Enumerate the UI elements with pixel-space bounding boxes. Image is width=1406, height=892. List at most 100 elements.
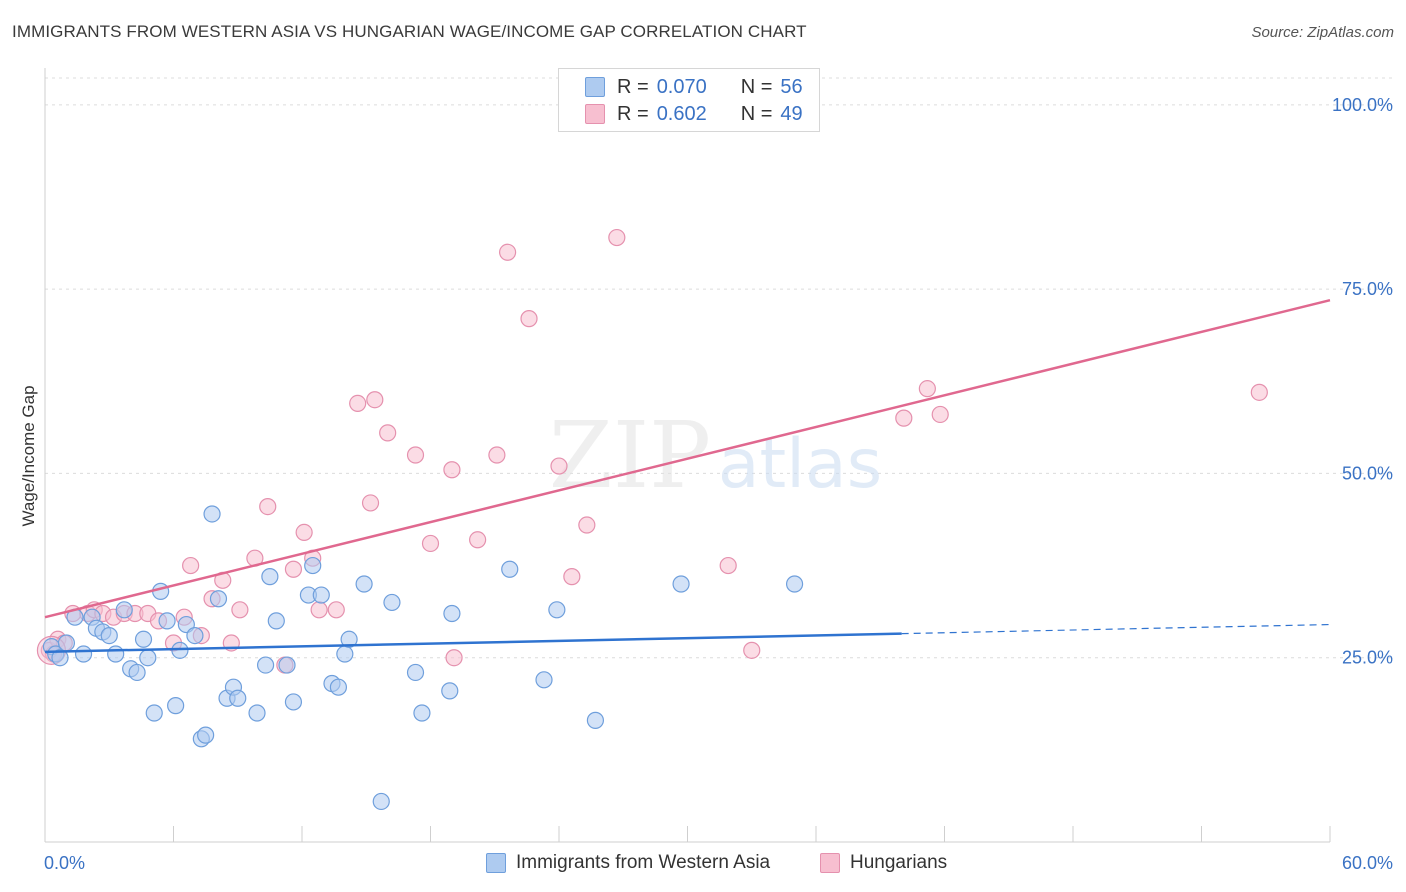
x-tick-label: 0.0% — [44, 853, 85, 873]
western-asia-point — [152, 582, 170, 600]
western-asia-trend-line — [44, 632, 902, 654]
hungarians-point — [550, 457, 568, 475]
western-asia-point — [267, 612, 285, 630]
western-asia-point — [383, 593, 401, 612]
y-tick-label: 50.0% — [1342, 463, 1393, 483]
watermark: ZIP atlas — [549, 402, 882, 509]
hungarians-point — [327, 601, 345, 619]
western-asia-point — [406, 663, 425, 682]
source-credit: Source: ZipAtlas.com — [1251, 24, 1394, 41]
hungarians-point — [231, 601, 249, 619]
legend-n-value: 56 — [780, 75, 803, 98]
western-asia-point — [158, 612, 176, 630]
hungarians-point — [608, 228, 626, 247]
hungarians-point — [499, 243, 517, 261]
western-asia-point — [312, 586, 330, 604]
western-asia-point — [586, 711, 605, 729]
y-tick-label: 75.0% — [1342, 279, 1393, 299]
western-asia-point — [413, 704, 431, 722]
hungarians-point — [366, 391, 384, 409]
hungarians-point — [488, 446, 506, 464]
western-asia-point — [284, 693, 303, 711]
western-asia-point — [501, 560, 519, 578]
y-tick-label: 100.0% — [1332, 95, 1393, 115]
western-asia-point — [443, 604, 461, 623]
hungarians-point — [743, 641, 761, 659]
western-asia-point — [548, 601, 566, 619]
hungarians-point — [563, 568, 581, 586]
western-asia-point — [441, 682, 459, 700]
watermark-atlas: atlas — [718, 425, 882, 504]
legend-n-label: N = — [740, 75, 773, 98]
y-axis-label: Wage/Income Gap — [19, 385, 38, 526]
western-asia-point — [128, 663, 146, 682]
western-asia-point — [785, 575, 804, 593]
hungarians-point — [379, 424, 397, 442]
western-asia-point — [209, 590, 228, 608]
legend-swatch-blue — [585, 77, 605, 97]
western-asia-point — [145, 704, 163, 722]
western-asia-point — [248, 704, 266, 722]
hungarians-point — [295, 523, 313, 542]
series-label-western-asia: Immigrants from Western Asia — [516, 852, 771, 873]
y-tick-labels: 25.0% 50.0% 75.0% 100.0% — [1332, 95, 1393, 668]
gridlines — [45, 77, 1392, 659]
western-asia-point — [256, 656, 275, 674]
hungarians-point — [310, 601, 328, 619]
western-asia-point — [57, 634, 76, 652]
chart-title: IMMIGRANTS FROM WESTERN ASIA VS HUNGARIA… — [12, 22, 807, 41]
western-asia-point — [355, 575, 373, 593]
western-asia-point — [229, 689, 247, 707]
western-asia-point — [171, 641, 189, 659]
series-swatch-blue — [486, 853, 506, 873]
western-asia-point — [329, 678, 348, 696]
hungarians-point — [182, 556, 200, 575]
hungarians-point — [895, 409, 913, 427]
series-legend-hungarians: Hungarians — [820, 852, 947, 874]
hungarians-point — [469, 531, 487, 549]
y-tick-label: 25.0% — [1342, 648, 1393, 668]
series-western-asia-points — [42, 505, 804, 811]
x-tick-labels: 0.0% 60.0% — [44, 853, 1393, 873]
hungarians-trend-line — [44, 298, 1331, 619]
western-asia-point — [139, 649, 157, 667]
hungarians-point — [421, 534, 440, 553]
western-asia-point — [186, 626, 204, 645]
western-asia-point — [535, 671, 553, 689]
legend-n-value: 49 — [780, 102, 803, 125]
watermark-zip: ZIP — [549, 402, 711, 509]
legend-row-hungarians: R = 0.602 N = 49 — [585, 102, 810, 126]
series-swatch-pink — [820, 853, 840, 873]
western-asia-point — [100, 626, 118, 645]
hungarians-point — [361, 494, 380, 512]
western-asia-point — [340, 630, 358, 648]
legend-swatch-pink — [585, 104, 605, 124]
hungarians-point — [349, 394, 367, 412]
western-asia-point — [278, 656, 296, 674]
axes — [44, 68, 1331, 843]
western-asia-point — [203, 505, 221, 523]
hungarians-point — [931, 405, 949, 424]
western-asia-point — [134, 630, 153, 648]
legend-n-label: N = — [740, 102, 773, 125]
hungarians-point — [443, 461, 461, 479]
hungarians-point — [445, 649, 463, 667]
legend-r-label: R = — [617, 102, 649, 125]
legend-r-value: 0.070 — [656, 75, 707, 98]
western-asia-point — [672, 575, 690, 593]
hungarians-point — [520, 310, 538, 328]
legend-row-western-asia: R = 0.070 N = 56 — [585, 75, 810, 99]
western-asia-point — [51, 649, 69, 667]
western-asia-point — [197, 726, 215, 744]
x-tick-label: 60.0% — [1342, 853, 1393, 873]
hungarians-point — [284, 560, 303, 578]
hungarians-point — [1250, 383, 1268, 401]
western-asia-point — [107, 645, 125, 663]
legend-r-value: 0.602 — [656, 102, 707, 125]
western-asia-point — [372, 792, 390, 811]
western-asia-point — [261, 568, 279, 586]
trend-lines — [44, 298, 1331, 654]
hungarians-point — [406, 446, 425, 464]
hungarians-point — [918, 380, 936, 398]
